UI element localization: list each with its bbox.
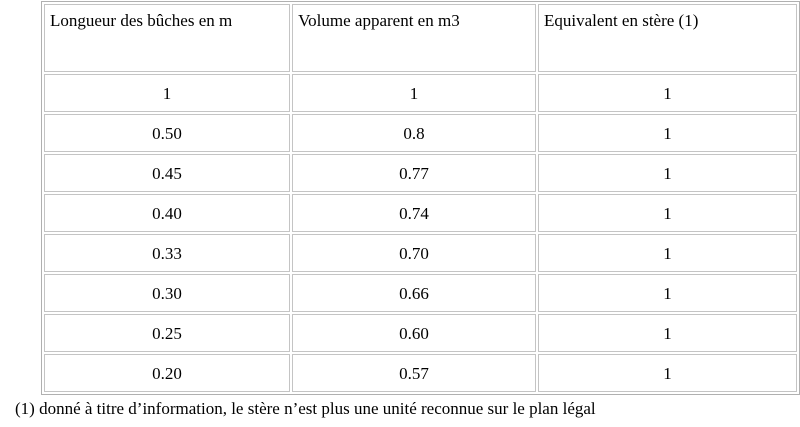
header-cell: Volume apparent en m3	[292, 4, 537, 72]
table-cell: 0.50	[44, 114, 291, 152]
table-cell: 1	[538, 114, 797, 152]
table-row: 0.30 0.66 1	[44, 274, 797, 312]
table-cell: 0.33	[44, 234, 291, 272]
table-cell: 0.25	[44, 314, 291, 352]
table-cell: 1	[538, 74, 797, 112]
table-cell: 0.45	[44, 154, 291, 192]
table-cell: 1	[538, 154, 797, 192]
table-cell: 0.40	[44, 194, 291, 232]
table-row: 0.45 0.77 1	[44, 154, 797, 192]
table-row: 0.33 0.70 1	[44, 234, 797, 272]
table-cell: 0.66	[292, 274, 537, 312]
table-cell: 1	[292, 74, 537, 112]
table-cell: 0.74	[292, 194, 537, 232]
table-row: 0.20 0.57 1	[44, 354, 797, 392]
header-cell: Equivalent en stère (1)	[538, 4, 797, 72]
table-cell: 0.70	[292, 234, 537, 272]
table-cell: 0.60	[292, 314, 537, 352]
table-cell: 0.20	[44, 354, 291, 392]
table-cell: 0.77	[292, 154, 537, 192]
table-row: 0.25 0.60 1	[44, 314, 797, 352]
table-cell: 1	[538, 194, 797, 232]
table-cell: 1	[44, 74, 291, 112]
table-cell: 1	[538, 234, 797, 272]
table-cell: 1	[538, 314, 797, 352]
table-cell: 1	[538, 274, 797, 312]
table-row: 0.40 0.74 1	[44, 194, 797, 232]
table-cell: 1	[538, 354, 797, 392]
table-row: 0.50 0.8 1	[44, 114, 797, 152]
header-cell: Longueur des bûches en m	[44, 4, 291, 72]
footnote: (1) donné à titre d’information, le stèr…	[15, 399, 596, 418]
conversion-table: Longueur des bûches en m Volume apparent…	[41, 1, 800, 395]
table-cell: 0.30	[44, 274, 291, 312]
table-cell: 0.57	[292, 354, 537, 392]
table-cell: 0.8	[292, 114, 537, 152]
header-row: Longueur des bûches en m Volume apparent…	[44, 4, 797, 72]
